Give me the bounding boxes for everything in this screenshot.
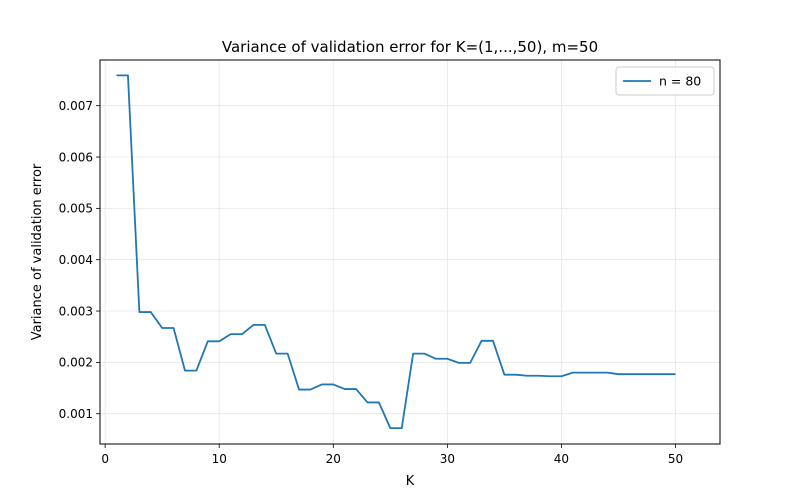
x-tick-label: 30 — [440, 452, 455, 466]
y-tick-label: 0.006 — [59, 150, 93, 164]
y-tick-label: 0.007 — [59, 99, 93, 113]
y-tick-label: 0.002 — [59, 356, 93, 370]
x-axis-ticks: 0 10 20 30 40 50 — [101, 444, 683, 466]
series-line-0 — [116, 74, 676, 429]
legend: n = 80 — [615, 66, 715, 96]
legend-box — [615, 66, 715, 96]
legend-label: n = 80 — [659, 74, 701, 89]
x-tick-label: 10 — [212, 452, 227, 466]
plot-frame — [99, 59, 721, 445]
x-tick-label: 20 — [326, 452, 341, 466]
x-tick-label: 50 — [668, 452, 683, 466]
y-tick-label: 0.001 — [59, 407, 93, 421]
x-tick-label: 0 — [101, 452, 109, 466]
y-axis-title: Variance of validation error — [30, 163, 45, 340]
chart-title: Variance of validation error for K=(1,..… — [222, 38, 598, 56]
x-tick-label: 40 — [554, 452, 569, 466]
y-axis-ticks: 0.001 0.002 0.003 0.004 0.005 0.006 0.007 — [59, 99, 100, 421]
series-layer — [116, 74, 676, 429]
y-tick-label: 0.003 — [59, 304, 93, 318]
y-tick-label: 0.004 — [59, 253, 93, 267]
x-axis-title: K — [406, 474, 415, 489]
grid — [100, 60, 720, 444]
y-tick-label: 0.005 — [59, 202, 93, 216]
